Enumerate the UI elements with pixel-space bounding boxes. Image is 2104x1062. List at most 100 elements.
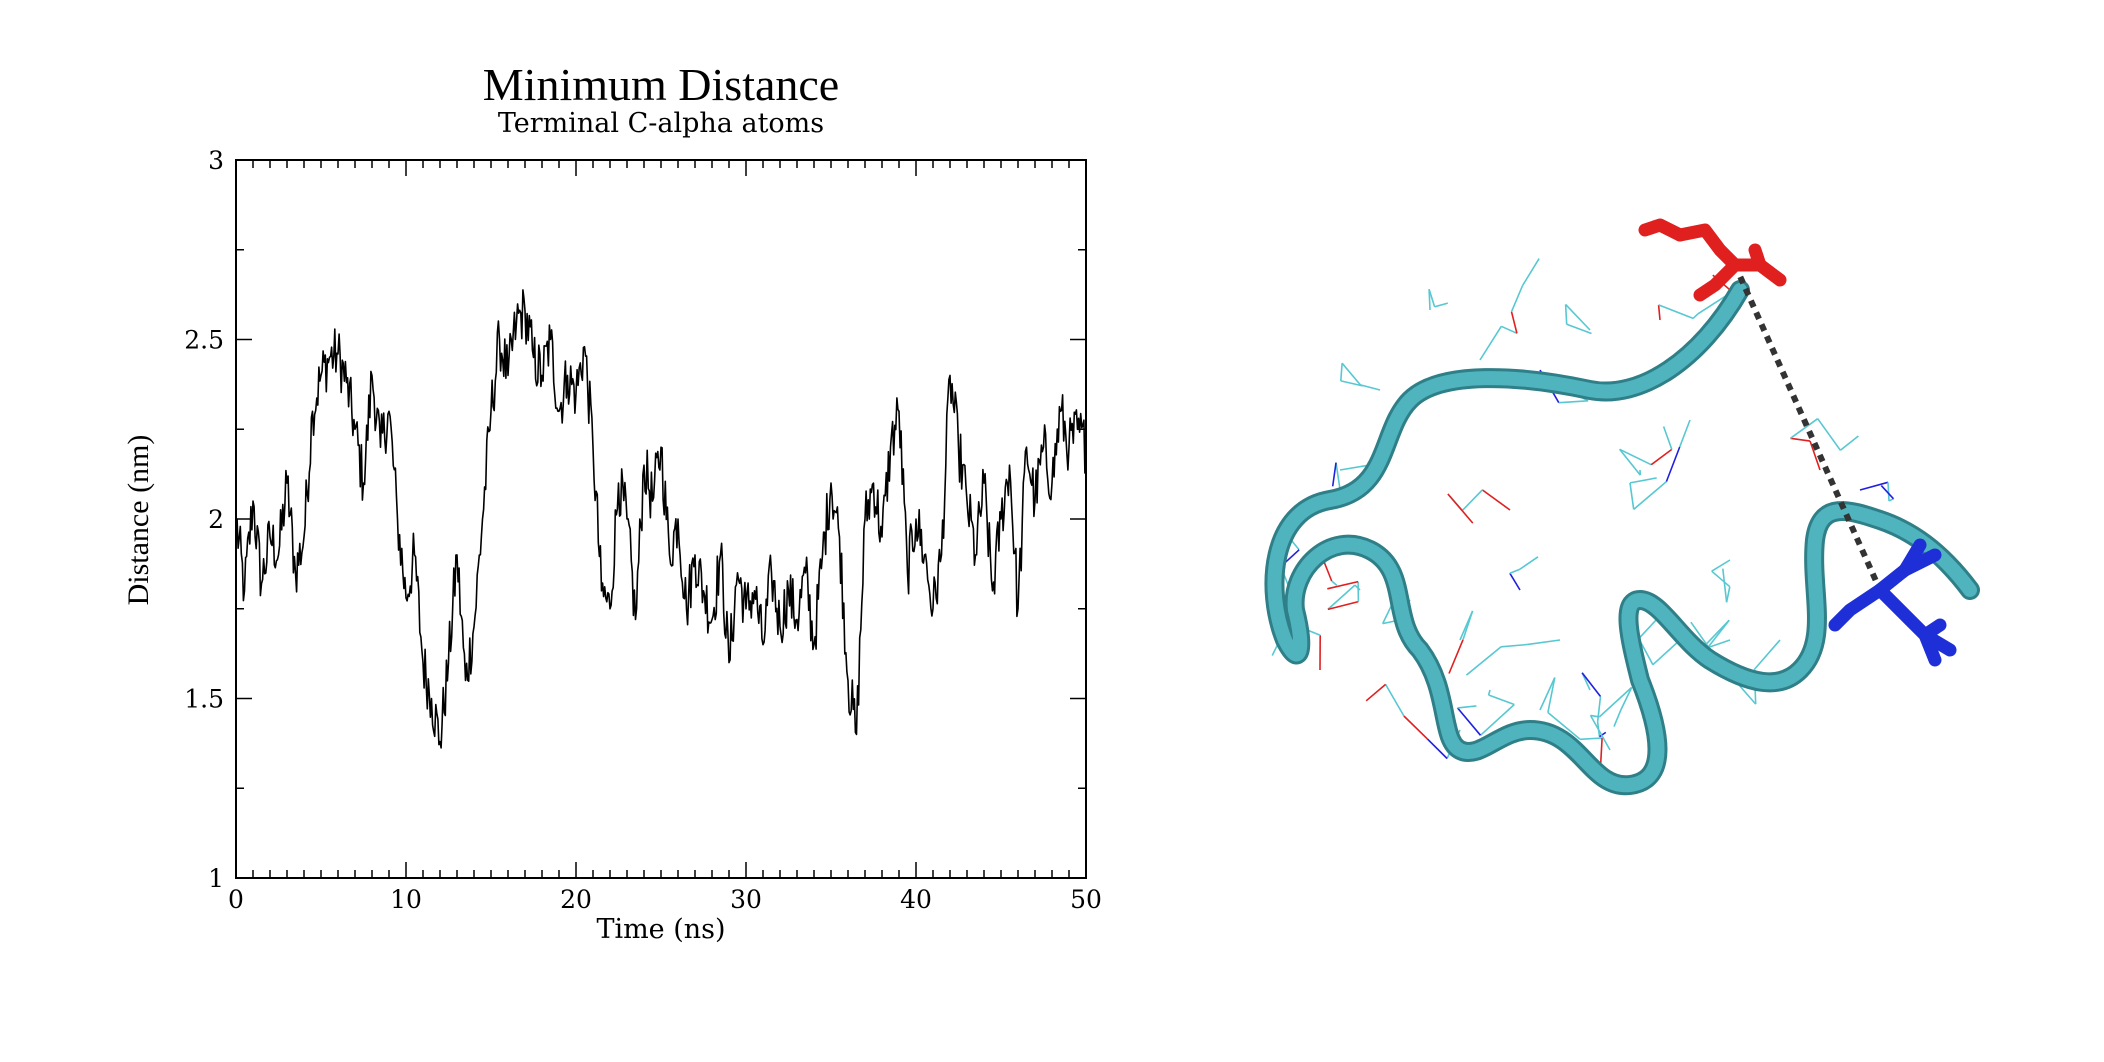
sidechain-bond [1479,703,1515,736]
sidechain-bond [1447,493,1474,524]
sidechain-bond [1566,323,1592,335]
sidechain-bond [1509,568,1521,575]
sidechain-bond [1341,362,1362,386]
sidechain-bond [1521,258,1540,286]
sidechain-bond [1428,288,1436,308]
sidechain-bond [1789,418,1819,439]
backbone-ribbon [1267,283,1977,793]
sidechain-bond [1547,711,1581,740]
sidechain-bond [1839,435,1859,451]
sidechain-bond [1618,448,1641,476]
sidechain-bond [1662,426,1673,450]
sidechain-bond [1658,304,1694,320]
sidechain-bond [1880,485,1895,500]
x-tick-label: 0 [228,885,244,914]
sidechain-bond [1599,731,1607,738]
sidechain-bond [1620,687,1633,710]
sidechain-bond [1678,419,1691,448]
x-tick-label: 10 [390,885,422,914]
sidechain-sticks [1265,258,1895,764]
sidechain-bond [1565,303,1591,331]
sidechain-bond [1510,285,1524,313]
sidechain-bond [1711,559,1731,572]
y-axis-label: Distance (nm) [122,435,155,606]
y-tick-label: 2 [208,505,224,534]
sidechain-bond [1619,448,1652,466]
sidechain-bond [1509,572,1521,591]
sidechain-bond [1500,325,1518,335]
sidechain-bond [1428,289,1431,311]
sidechain-bond [1817,418,1842,451]
sidechain-bond [1331,580,1338,587]
sidechain-bond [1448,639,1464,674]
plot-frame [235,159,1087,879]
sidechain-bond [1722,568,1728,603]
sidechain-bond [1526,639,1561,646]
sidechain-bond [1327,580,1359,590]
sidechain-bond [1465,646,1502,676]
backbone-ribbon-shadow [1264,280,1980,796]
sidechain-bond [1327,584,1356,610]
sidechain-bond [1640,643,1654,666]
sidechain-bond [1488,694,1515,706]
sidechain-bond [1456,707,1482,736]
sidechain-bond [1650,448,1673,466]
n-terminal-residue [1638,218,1787,302]
sidechain-bond [1859,481,1889,491]
sidechain-bond [1564,304,1568,325]
sidechain-bond [1589,715,1611,751]
sidechain-bond [1596,696,1602,722]
sidechain-bond [1753,639,1781,670]
sidechain-bond [1665,446,1681,482]
sidechain-bond [1558,400,1589,404]
sidechain-bond [1331,462,1337,487]
sidechain-bond [1711,570,1731,588]
plot-area: 0 10 20 30 40 50 1 1.5 2 2.5 3 [184,146,1102,914]
sidechain-bond [1519,556,1539,570]
distance-chart: 0 10 20 30 40 50 1 1.5 2 2.5 3 Time (ns) Distance … [122,146,1102,945]
peptide-structure-image [1264,218,1980,796]
x-tick-label: 50 [1070,885,1102,914]
sidechain-bond [1633,480,1667,511]
sidechain-bond [1652,639,1681,666]
sidechain-bond [1340,380,1363,387]
sidechain-bond [1340,363,1343,381]
sidechain-bond [1539,677,1556,711]
c-terminal-residue [1828,538,1957,667]
x-tick-label: 20 [560,885,592,914]
distance-series-line [235,289,1087,749]
x-tick-label: 40 [900,885,932,914]
sidechain-bond [1657,304,1661,321]
sidechain-bond [1426,738,1448,760]
sidechain-bond [1547,677,1556,713]
sidechain-bond [1692,313,1699,319]
sidechain-bond [1487,689,1491,696]
sidechain-bond [1457,705,1477,709]
sidechain-bond [1365,683,1387,702]
sidechain-bond [1790,437,1811,442]
sidechain-bond [1580,737,1603,741]
chart-title: Minimum Distance [482,59,840,110]
sidechain-bond [1598,686,1633,718]
sidechain-bond [1461,489,1483,512]
sidechain-bond [1479,325,1502,361]
sidechain-bond [1613,709,1622,727]
x-axis-label: Time (ns) [596,914,725,945]
sidechain-bond [1581,672,1602,697]
y-tick-label: 2.5 [184,326,224,355]
sidechain-bond [1707,619,1730,648]
sidechain-bond [1809,440,1821,471]
sidechain-bond [1481,489,1511,511]
sidechain-bond [1501,643,1527,648]
sidechain-bond [1403,715,1429,740]
sidechain-bond [1590,714,1600,718]
sidechain-bond [1384,683,1405,717]
y-tick-label: 1.5 [184,685,224,714]
sidechain-bond [1725,586,1731,603]
y-tick-label: 3 [208,146,224,175]
sidechain-bond [1327,600,1359,611]
sidechain-bond [1360,384,1381,391]
sidechain-bond [1629,477,1657,484]
sidechain-bond [1887,482,1890,501]
